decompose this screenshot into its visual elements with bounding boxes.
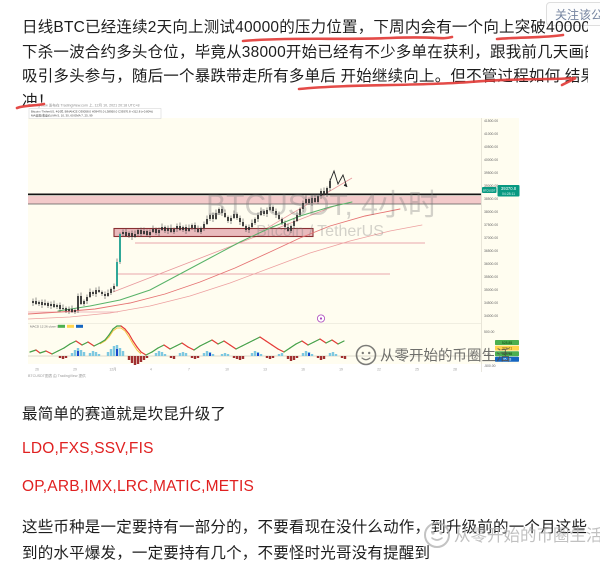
price-tick: 40000.00 (484, 158, 498, 162)
price-tick: 38500.00 (484, 197, 498, 201)
x-axis-tick: 16 (301, 367, 305, 371)
svg-text:BTCUSDT: BTCUSDT (483, 188, 496, 192)
coin-list-1: LDO,FXS,SSV,FIS (22, 440, 154, 458)
svg-text:从零开始的币圈生活: 从零开始的币圈生活 (380, 348, 511, 365)
btc-chart-image[interactable]: TradingView 发布在 TradingView.com 上, 12月 1… (28, 103, 520, 378)
x-axis-tick: 12月 (109, 367, 116, 371)
svg-text:39370.8: 39370.8 (501, 186, 517, 191)
price-tick: 34500.00 (484, 301, 498, 305)
price-tick: 41500.00 (484, 119, 498, 123)
price-tick: 41000.00 (484, 132, 498, 136)
intro-paragraph: 日线BTC已经连续2天向上测试40000的压力位置，下周内会有一个向上突破400… (22, 16, 588, 114)
svg-text:04:28:11: 04:28:11 (502, 192, 515, 196)
x-axis-tick: 10 (225, 367, 229, 371)
coin-list-2: OP,ARB,IMX,LRC,MATIC,METIS (22, 478, 254, 496)
paragraph-line: 吸引多头参与，随后一个暴跌带走所有多单后 开始继续向上。但不管过程如何 结果都上… (22, 65, 588, 90)
paragraph-line: 下杀一波合约多头仓位，毕竟从38000开始已经有不少多单在获利，跟我前几天画的图… (22, 41, 588, 66)
paragraph-line: 到的水平爆发，一定要持有几个，不要怪时光哥没有提醒到 (22, 541, 588, 566)
paragraph-line: 日线BTC已经连续2天向上测试40000的压力位置，下周内会有一个向上突破400… (22, 16, 588, 41)
paragraph-line: 最简单的赛道就是坎昆升级了 (22, 403, 588, 428)
price-tick: 34000.00 (484, 314, 498, 318)
price-tick: 36500.00 (484, 249, 498, 253)
price-tick: 36000.00 (484, 262, 498, 266)
x-axis-tick: 19 (339, 367, 343, 371)
indicator-legend: MACD 12 26 close 9 (30, 325, 59, 329)
closing-paragraph: 这些币种是一定要持有一部分的，不要看现在没什么动作，到升级前的一个月这些币种会以… (22, 515, 588, 566)
chart-channel-watermark: 从零开始的币圈生活 (357, 346, 511, 365)
price-tick: 38000.00 (484, 210, 498, 214)
price-tick: 39500.00 (484, 171, 498, 175)
indicator-tick: -500.00 (484, 364, 496, 368)
track-paragraph: 最简单的赛道就是坎昆升级了 (22, 403, 588, 428)
x-axis-tick: 7 (188, 367, 190, 371)
plot-background (28, 118, 519, 364)
chart-watermark-title: BTCUSDT, 4小时 (206, 189, 438, 222)
x-axis-tick: 13 (263, 367, 267, 371)
x-axis-tick: 22 (377, 367, 381, 371)
x-axis-tick: 25 (415, 367, 419, 371)
indicator-tick: 500.00 (484, 330, 494, 334)
price-tick: 35500.00 (484, 275, 498, 279)
price-tick: 37000.00 (484, 236, 498, 240)
chart-attribution: BTCUSDT图表 由 TradingView 提供 (28, 373, 86, 378)
x-axis-tick: 29 (73, 367, 77, 371)
chart-header-note: TradingView 发布在 TradingView.com 上, 12月 1… (28, 103, 140, 107)
svg-text:528.85: 528.85 (502, 341, 512, 345)
price-tick: 40500.00 (484, 145, 498, 149)
x-axis-tick: 28 (453, 367, 457, 371)
tradingview-chart: TradingView 发布在 TradingView.com 上, 12月 1… (28, 103, 520, 378)
chart-watermark-subtitle: Bitcoin / TetherUS (256, 223, 384, 240)
price-tick: 35000.00 (484, 288, 498, 292)
x-axis-tick: 26 (35, 367, 39, 371)
paragraph-line: 这些币种是一定要持有一部分的，不要看现在没什么动作，到升级前的一个月这些币种会以… (22, 515, 588, 541)
price-tick: 37500.00 (484, 223, 498, 227)
x-axis-tick: 4 (150, 367, 152, 371)
chart-legend-line: MA设置(收盘价) MA 5, 10, 30, 60 EMA 7, 25, 99 (31, 112, 93, 117)
